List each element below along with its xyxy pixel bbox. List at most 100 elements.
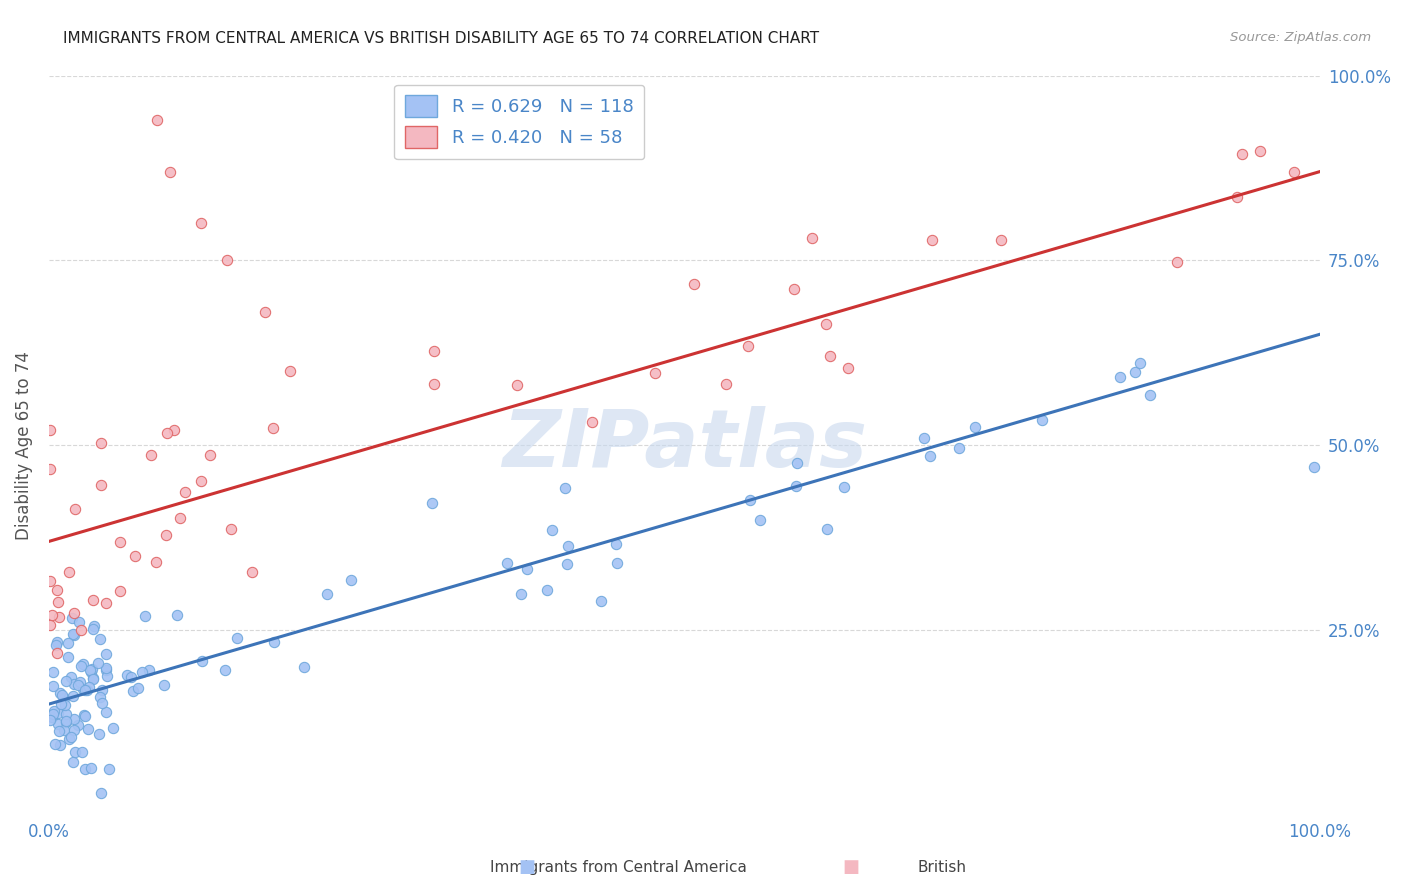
Point — [1303, 460, 1326, 475]
Point — [240, 566, 263, 580]
Point — [423, 377, 446, 392]
Point — [77, 680, 100, 694]
Point — [990, 233, 1012, 247]
Point — [837, 361, 859, 376]
Point — [67, 718, 90, 732]
Y-axis label: Disability Age 65 to 74: Disability Age 65 to 74 — [15, 351, 32, 540]
Point — [510, 587, 533, 601]
Point — [62, 723, 84, 738]
Text: IMMIGRANTS FROM CENTRAL AMERICA VS BRITISH DISABILITY AGE 65 TO 74 CORRELATION C: IMMIGRANTS FROM CENTRAL AMERICA VS BRITI… — [63, 31, 820, 46]
Point — [683, 277, 706, 291]
Point — [134, 609, 156, 624]
Point — [541, 523, 564, 537]
Point — [63, 676, 86, 690]
Point — [814, 317, 837, 331]
Point — [166, 608, 188, 623]
Point — [82, 671, 104, 685]
Point — [39, 618, 62, 632]
Point — [45, 583, 67, 598]
Point — [921, 233, 943, 247]
Point — [190, 216, 212, 230]
Point — [516, 562, 538, 576]
Point — [263, 635, 285, 649]
Point — [145, 555, 167, 569]
Point — [1232, 147, 1254, 161]
Text: ■: ■ — [519, 858, 536, 876]
Point — [45, 646, 67, 660]
Point — [948, 441, 970, 455]
Point — [97, 762, 120, 776]
Point — [59, 731, 82, 745]
Point — [82, 662, 104, 676]
Point — [1166, 255, 1188, 269]
Point — [786, 456, 808, 470]
Point — [89, 690, 111, 705]
Point — [94, 596, 117, 610]
Point — [62, 756, 84, 770]
Point — [42, 665, 65, 679]
Point — [1284, 164, 1306, 178]
Point — [90, 436, 112, 450]
Point — [55, 714, 77, 729]
Point — [605, 537, 627, 551]
Point — [141, 448, 163, 462]
Point — [496, 556, 519, 570]
Point — [832, 480, 855, 494]
Point — [58, 731, 80, 746]
Point — [63, 712, 86, 726]
Point — [55, 706, 77, 721]
Point — [63, 502, 86, 516]
Point — [122, 683, 145, 698]
Point — [156, 425, 179, 440]
Point — [606, 556, 628, 570]
Point — [90, 786, 112, 800]
Point — [41, 607, 63, 622]
Point — [53, 723, 76, 738]
Point — [292, 660, 315, 674]
Text: British: British — [918, 861, 966, 875]
Point — [39, 574, 62, 588]
Point — [48, 724, 70, 739]
Point — [918, 449, 941, 463]
Point — [80, 761, 103, 775]
Point — [557, 539, 579, 553]
Point — [83, 618, 105, 632]
Point — [87, 727, 110, 741]
Point — [219, 522, 242, 536]
Point — [1250, 144, 1272, 158]
Point — [60, 611, 83, 625]
Point — [91, 682, 114, 697]
Point — [800, 231, 823, 245]
Text: Source: ZipAtlas.com: Source: ZipAtlas.com — [1230, 31, 1371, 45]
Point — [782, 282, 804, 296]
Point — [73, 708, 96, 723]
Point — [506, 377, 529, 392]
Point — [169, 511, 191, 525]
Point — [198, 448, 221, 462]
Point — [581, 416, 603, 430]
Point — [53, 698, 76, 713]
Text: ■: ■ — [842, 858, 859, 876]
Point — [90, 696, 112, 710]
Point — [51, 697, 73, 711]
Point — [51, 688, 73, 702]
Point — [1123, 365, 1146, 379]
Point — [56, 650, 79, 665]
Point — [253, 305, 276, 319]
Point — [316, 587, 339, 601]
Point — [69, 659, 91, 673]
Point — [131, 665, 153, 679]
Point — [70, 745, 93, 759]
Point — [49, 739, 72, 753]
Point — [58, 565, 80, 579]
Point — [49, 686, 72, 700]
Point — [39, 462, 62, 476]
Point — [190, 474, 212, 488]
Point — [714, 376, 737, 391]
Point — [215, 253, 238, 268]
Point — [124, 549, 146, 563]
Point — [46, 717, 69, 731]
Point — [39, 713, 62, 727]
Point — [62, 627, 84, 641]
Point — [67, 678, 90, 692]
